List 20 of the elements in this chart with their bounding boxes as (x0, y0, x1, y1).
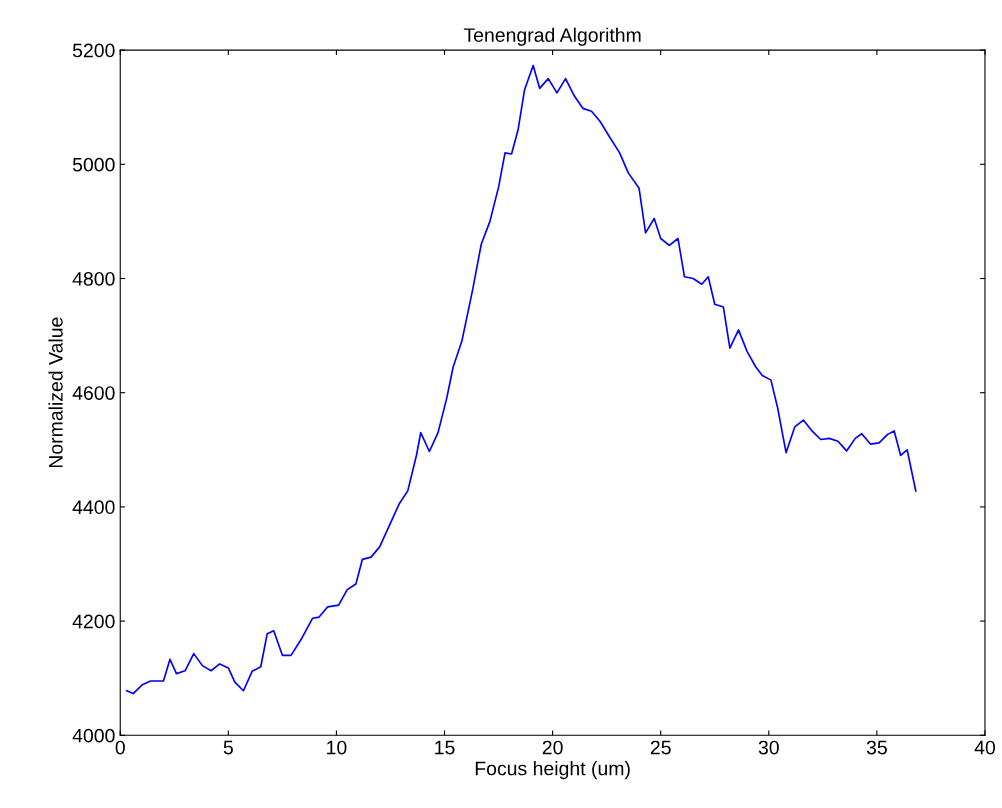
y-tick-label: 4400 (72, 500, 115, 515)
y-tick-label: 5200 (72, 43, 115, 58)
y-axis-title: Normalized Value (48, 317, 63, 468)
x-tick-label: 20 (542, 740, 563, 755)
x-tick-label: 40 (974, 740, 996, 755)
y-tick-label: 4200 (72, 614, 115, 629)
y-tick-label: 4800 (72, 271, 115, 286)
y-tick-label: 5000 (72, 157, 115, 172)
x-tick-label: 25 (650, 740, 671, 755)
x-tick-label: 5 (223, 740, 233, 755)
x-tick-label: 15 (435, 740, 455, 755)
chart-title: Tenengrad Algorithm (463, 27, 641, 46)
y-tick-label: 4600 (72, 386, 115, 400)
x-tick-label: 35 (866, 740, 887, 755)
line-series (125, 64, 917, 695)
x-axis-title: Focus height (um) (475, 761, 630, 780)
x-tick-label: 30 (758, 740, 779, 755)
y-tick-label: 4000 (72, 728, 115, 743)
x-tick-label: 10 (327, 740, 347, 755)
x-tick-label: 0 (115, 740, 125, 755)
